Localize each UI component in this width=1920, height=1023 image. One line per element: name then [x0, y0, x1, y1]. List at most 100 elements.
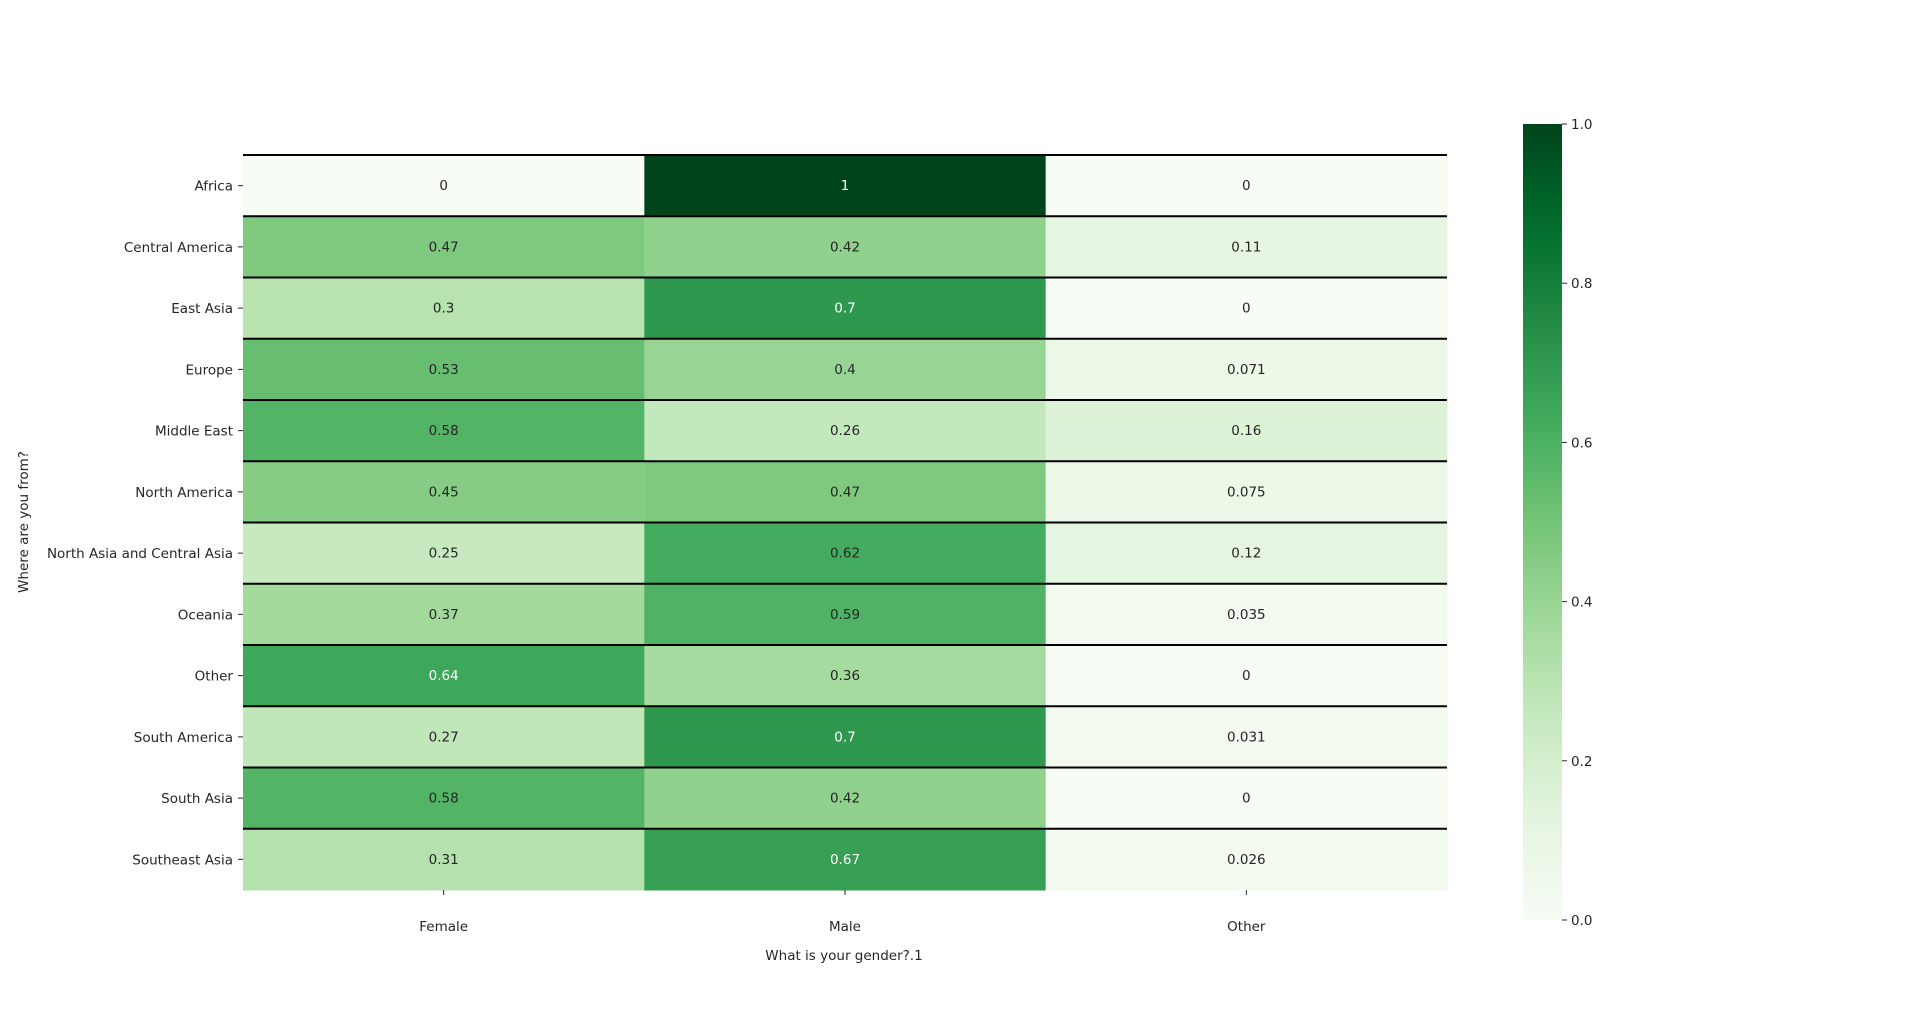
- heatmap-cell: [1045, 277, 1448, 340]
- cell-value-label: 0.42: [830, 791, 860, 807]
- heatmap-cells: [243, 155, 1448, 891]
- colorbar-gradient: [1523, 124, 1562, 920]
- cell-value-label: 0.035: [1227, 607, 1266, 623]
- y-tick-label: North America: [135, 485, 233, 501]
- cell-value-label: 0.11: [1231, 239, 1261, 255]
- heatmap-cell: [243, 338, 645, 401]
- heatmap-cell: [243, 645, 645, 707]
- heatmap-cell: [243, 461, 645, 523]
- x-tick-label: Other: [1227, 919, 1266, 935]
- cell-value-label: 0.31: [429, 852, 459, 868]
- heatmap-cell: [243, 583, 645, 646]
- cell-value-label: 0.16: [1231, 423, 1261, 439]
- cell-annotations: 0 1 0 0.47 0.42 0.11 0.3 0.7 0 0.53 0.4 0.071 0.58 0.…: [429, 178, 1266, 868]
- heatmap-cell: [243, 828, 645, 891]
- heatmap-cell: [1045, 155, 1448, 217]
- heatmap-cell: [243, 706, 645, 768]
- y-tick-label: Other: [195, 669, 234, 685]
- heatmap-cell: [243, 522, 645, 585]
- cell-value-label: 0: [1242, 791, 1251, 807]
- cell-value-label: 0: [1242, 178, 1251, 194]
- y-axis-ticks: Africa Central America East Asia Europe Midd…: [47, 179, 243, 868]
- cell-value-label: 0.47: [429, 239, 459, 255]
- cell-value-label: 0: [439, 178, 448, 194]
- cell-value-label: 0.47: [830, 484, 860, 500]
- cell-value-label: 0.12: [1231, 546, 1261, 562]
- colorbar-tick-label: 0.2: [1571, 754, 1592, 770]
- heatmap-cell: [243, 155, 645, 217]
- heatmap-cell: [243, 400, 645, 462]
- heatmap-cell: [644, 277, 1047, 340]
- colorbar-tick-label: 0.0: [1571, 913, 1592, 929]
- cell-value-label: 0.7: [834, 301, 855, 317]
- heatmap-cell: [644, 828, 1047, 891]
- cell-value-label: 0.67: [830, 852, 860, 868]
- heatmap-cell: [1045, 461, 1448, 523]
- cell-value-label: 1: [841, 178, 850, 194]
- y-tick-label: Europe: [186, 362, 233, 378]
- cell-value-label: 0.26: [830, 423, 860, 439]
- y-tick-label: Middle East: [155, 424, 233, 440]
- cell-value-label: 0.026: [1227, 852, 1266, 868]
- heatmap-cell: [644, 583, 1047, 646]
- cell-value-label: 0.075: [1227, 484, 1266, 500]
- y-tick-label: Oceania: [178, 607, 233, 623]
- row-separators: [243, 154, 1447, 830]
- cell-value-label: 0.59: [830, 607, 860, 623]
- cell-value-label: 0.25: [429, 546, 459, 562]
- heatmap-cell: [1045, 583, 1448, 646]
- heatmap-cell: [644, 767, 1047, 830]
- y-tick-label: Africa: [194, 179, 233, 195]
- heatmap-cell: [644, 155, 1047, 217]
- colorbar-tick-label: 1.0: [1571, 117, 1592, 133]
- heatmap-cell: [243, 767, 645, 830]
- heatmap-cell: [644, 461, 1047, 523]
- colorbar-tick-label: 0.4: [1571, 595, 1592, 611]
- heatmap-cell: [644, 338, 1047, 401]
- colorbar-tick-label: 0.8: [1571, 276, 1592, 292]
- cell-value-label: 0.45: [429, 484, 459, 500]
- y-tick-label: Southeast Asia: [132, 852, 233, 868]
- heatmap-cell: [1045, 828, 1448, 891]
- heatmap-cell: [1045, 216, 1448, 278]
- colorbar: [1523, 124, 1562, 920]
- cell-value-label: 0.071: [1227, 362, 1266, 378]
- cell-value-label: 0.58: [429, 423, 459, 439]
- cell-value-label: 0.4: [834, 362, 855, 378]
- x-axis-label: What is your gender?.1: [765, 948, 922, 964]
- cell-value-label: 0.7: [834, 729, 855, 745]
- cell-value-label: 0: [1242, 668, 1251, 684]
- cell-value-label: 0.27: [429, 729, 459, 745]
- cell-value-label: 0.3: [433, 301, 454, 317]
- cell-value-label: 0.031: [1227, 729, 1266, 745]
- cell-value-label: 0.64: [429, 668, 459, 684]
- y-tick-label: South Asia: [161, 791, 233, 807]
- colorbar-tick-label: 0.6: [1571, 435, 1592, 451]
- heatmap-cell: [644, 400, 1047, 462]
- y-axis-label: Where are you from?: [16, 451, 32, 593]
- heatmap-cell: [1045, 522, 1448, 585]
- y-tick-label: Central America: [124, 240, 233, 256]
- heatmap-cell: [243, 277, 645, 340]
- cell-value-label: 0.36: [830, 668, 860, 684]
- heatmap-cell: [1045, 400, 1448, 462]
- heatmap-cell: [1045, 338, 1448, 401]
- x-tick-label: Female: [419, 919, 468, 935]
- cell-value-label: 0.62: [830, 546, 860, 562]
- heatmap-cell: [1045, 706, 1448, 768]
- heatmap-cell: [644, 522, 1047, 585]
- heatmap-cell: [243, 216, 645, 278]
- heatmap-cell: [1045, 767, 1448, 830]
- heatmap-cell: [1045, 645, 1448, 707]
- heatmap-cell: [644, 645, 1047, 707]
- heatmap-cell: [644, 216, 1047, 278]
- y-tick-label: North Asia and Central Asia: [47, 546, 233, 562]
- cell-value-label: 0.37: [429, 607, 459, 623]
- colorbar-ticks: 0.0 0.2 0.4 0.6 0.8 1.0: [1562, 117, 1592, 929]
- y-tick-label: South America: [134, 730, 233, 746]
- cell-value-label: 0.53: [429, 362, 459, 378]
- cell-value-label: 0: [1242, 301, 1251, 317]
- heatmap-cell: [644, 706, 1047, 768]
- x-axis-ticks: Female Male Other: [419, 890, 1266, 935]
